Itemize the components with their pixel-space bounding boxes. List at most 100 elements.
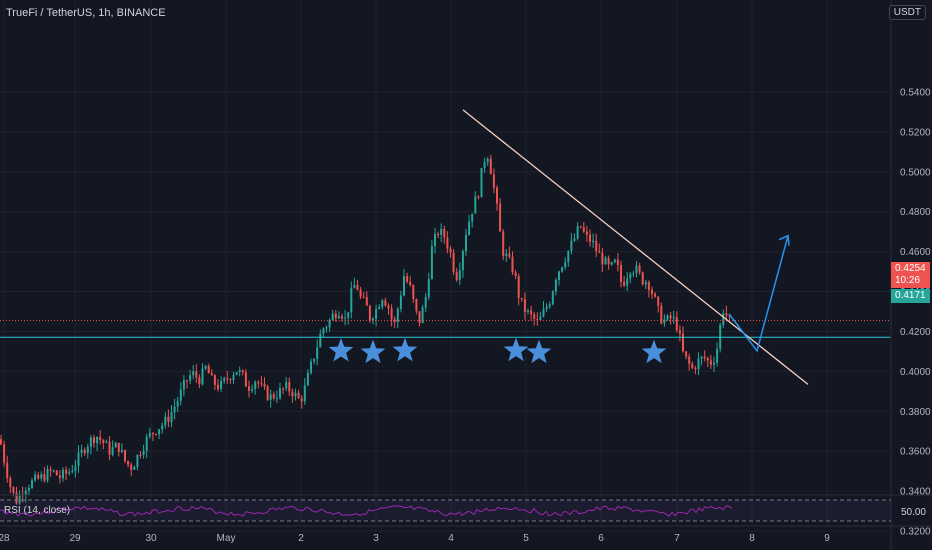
candle-body [341, 316, 343, 319]
candle-body [592, 240, 595, 243]
candle-body [251, 388, 254, 391]
candle-body [539, 316, 542, 320]
candle-body [703, 356, 706, 359]
candle-body [96, 437, 99, 444]
candle-body [288, 381, 291, 392]
candle-body [626, 278, 629, 286]
candle-body [89, 437, 92, 447]
symbol-title[interactable]: TrueFi / TetherUS, 1h, BINANCE [6, 7, 166, 19]
rsi-band-fill [0, 500, 891, 521]
candle-body [651, 289, 653, 294]
candle-body [232, 374, 235, 380]
candle-body [437, 234, 440, 236]
candle-body [229, 379, 232, 381]
candle-body [678, 330, 681, 334]
candle-body [316, 347, 319, 359]
candle-body [161, 425, 164, 430]
time-axis[interactable]: 28 29 30 May 2 3 4 5 6 7 8 9 [0, 525, 932, 544]
candle-body [207, 366, 210, 374]
candle-body [455, 272, 458, 281]
candle-body [415, 299, 418, 312]
candle-body [365, 297, 368, 306]
candle-body [644, 282, 647, 285]
candle-body [99, 437, 102, 440]
candle-body [80, 449, 83, 453]
candle-body [294, 392, 297, 397]
candle-body [34, 474, 37, 481]
candle-body [511, 256, 514, 273]
candle-body [517, 276, 520, 299]
candle-body [471, 213, 474, 222]
star-marker-icon [641, 339, 667, 364]
candle-body [37, 474, 40, 479]
time-tick-label: 8 [749, 533, 755, 544]
candle-body [179, 389, 182, 401]
candle-body [527, 310, 529, 312]
price-tick-label: 0.5400 [900, 87, 931, 98]
candle-body [499, 203, 502, 232]
time-tick-label: 4 [448, 533, 454, 544]
candle-body [399, 295, 402, 309]
candle-body [554, 279, 557, 292]
candle-body [387, 305, 390, 309]
candle-body [108, 441, 111, 455]
candle-body [548, 304, 551, 307]
candle-body [582, 227, 585, 232]
candle-body [579, 226, 582, 228]
time-tick-label: May [217, 533, 236, 544]
candle-body [434, 234, 436, 247]
candle-body [542, 309, 545, 317]
candle-body [607, 257, 610, 265]
candle-body [350, 288, 353, 313]
candle-body [15, 492, 18, 504]
candle-body [263, 383, 266, 387]
candle-body [443, 228, 446, 238]
candle-body [663, 319, 666, 324]
candles [0, 154, 731, 505]
price-tick-label: 0.3200 [900, 527, 931, 538]
candle-body [127, 460, 130, 465]
candle-body [204, 366, 207, 369]
candle-body [136, 454, 139, 467]
candle-body [616, 259, 619, 266]
candle-body [260, 383, 263, 385]
candle-body [337, 316, 340, 319]
candle-body [303, 385, 306, 402]
candle-body [530, 310, 533, 315]
currency-button[interactable]: USDT [888, 5, 926, 20]
candle-body [409, 281, 412, 286]
time-tick-label: 9 [824, 533, 830, 544]
candle-body [700, 356, 703, 359]
candle-body [564, 262, 567, 268]
candle-body [536, 318, 539, 320]
price-tick-label: 0.3400 [900, 487, 931, 498]
candle-body [248, 386, 250, 391]
candle-body [672, 317, 675, 319]
candle-body [241, 370, 244, 373]
star-marker-icon [360, 339, 386, 364]
rsi-indicator-label[interactable]: RSI (14, close) [4, 505, 71, 516]
candle-body [71, 470, 74, 473]
candle-body [27, 487, 30, 491]
candle-body [474, 196, 477, 214]
candle-body [272, 394, 275, 399]
candle-body [458, 270, 461, 281]
candle-body [6, 462, 9, 479]
price-tick-label: 0.4800 [900, 207, 931, 218]
candle-body [139, 454, 142, 456]
price-tick-label: 0.4200 [900, 327, 931, 338]
candle-body [328, 319, 331, 328]
candle-body [257, 382, 260, 384]
time-tick-label: 29 [69, 533, 81, 544]
candle-body [158, 429, 161, 435]
candle-body [421, 307, 424, 324]
candle-body [706, 358, 709, 361]
candle-body [151, 432, 154, 435]
candle-body [213, 375, 216, 385]
candle-body [406, 276, 409, 282]
projection-path [728, 235, 789, 353]
candle-body [629, 273, 632, 279]
time-tick-label: 5 [523, 533, 529, 544]
candle-body [558, 271, 560, 280]
